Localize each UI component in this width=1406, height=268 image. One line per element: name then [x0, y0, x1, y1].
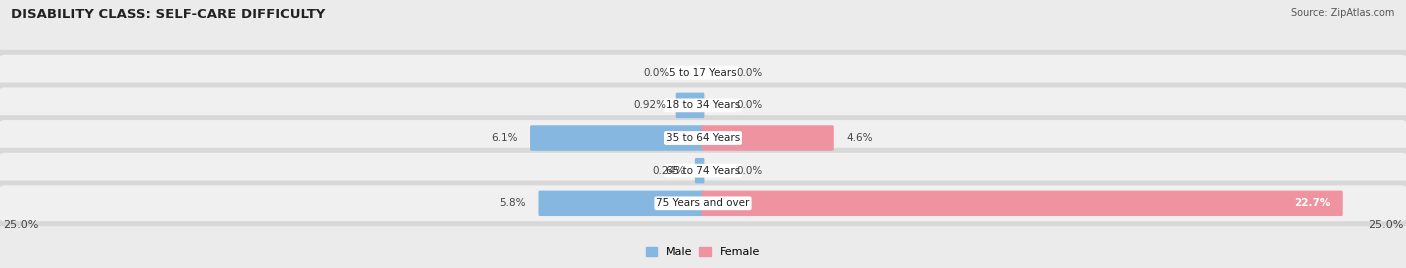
FancyBboxPatch shape	[530, 125, 704, 151]
FancyBboxPatch shape	[0, 120, 1406, 156]
Text: DISABILITY CLASS: SELF-CARE DIFFICULTY: DISABILITY CLASS: SELF-CARE DIFFICULTY	[11, 8, 326, 21]
Text: 18 to 34 Years: 18 to 34 Years	[666, 100, 740, 110]
Text: 0.0%: 0.0%	[737, 68, 763, 78]
Text: 65 to 74 Years: 65 to 74 Years	[666, 166, 740, 176]
Text: 4.6%: 4.6%	[846, 133, 873, 143]
Text: 25.0%: 25.0%	[1368, 219, 1403, 229]
FancyBboxPatch shape	[0, 83, 1406, 128]
FancyBboxPatch shape	[0, 185, 1406, 221]
FancyBboxPatch shape	[0, 115, 1406, 161]
FancyBboxPatch shape	[0, 153, 1406, 189]
FancyBboxPatch shape	[0, 148, 1406, 193]
Text: 35 to 64 Years: 35 to 64 Years	[666, 133, 740, 143]
Legend: Male, Female: Male, Female	[641, 243, 765, 262]
Text: 25.0%: 25.0%	[3, 219, 38, 229]
FancyBboxPatch shape	[676, 93, 704, 118]
Text: 6.1%: 6.1%	[491, 133, 517, 143]
FancyBboxPatch shape	[702, 125, 834, 151]
FancyBboxPatch shape	[702, 191, 1343, 216]
Text: 5.8%: 5.8%	[499, 198, 526, 208]
Text: 0.0%: 0.0%	[737, 166, 763, 176]
Text: 5 to 17 Years: 5 to 17 Years	[669, 68, 737, 78]
Text: 22.7%: 22.7%	[1294, 198, 1330, 208]
Text: 0.0%: 0.0%	[643, 68, 669, 78]
Text: 0.0%: 0.0%	[737, 100, 763, 110]
FancyBboxPatch shape	[0, 55, 1406, 91]
Text: 0.92%: 0.92%	[633, 100, 666, 110]
FancyBboxPatch shape	[0, 180, 1406, 226]
FancyBboxPatch shape	[538, 191, 704, 216]
Text: 75 Years and over: 75 Years and over	[657, 198, 749, 208]
FancyBboxPatch shape	[695, 158, 704, 183]
Text: 0.24%: 0.24%	[652, 166, 685, 176]
FancyBboxPatch shape	[0, 50, 1406, 96]
Text: Source: ZipAtlas.com: Source: ZipAtlas.com	[1291, 8, 1395, 18]
FancyBboxPatch shape	[0, 87, 1406, 123]
